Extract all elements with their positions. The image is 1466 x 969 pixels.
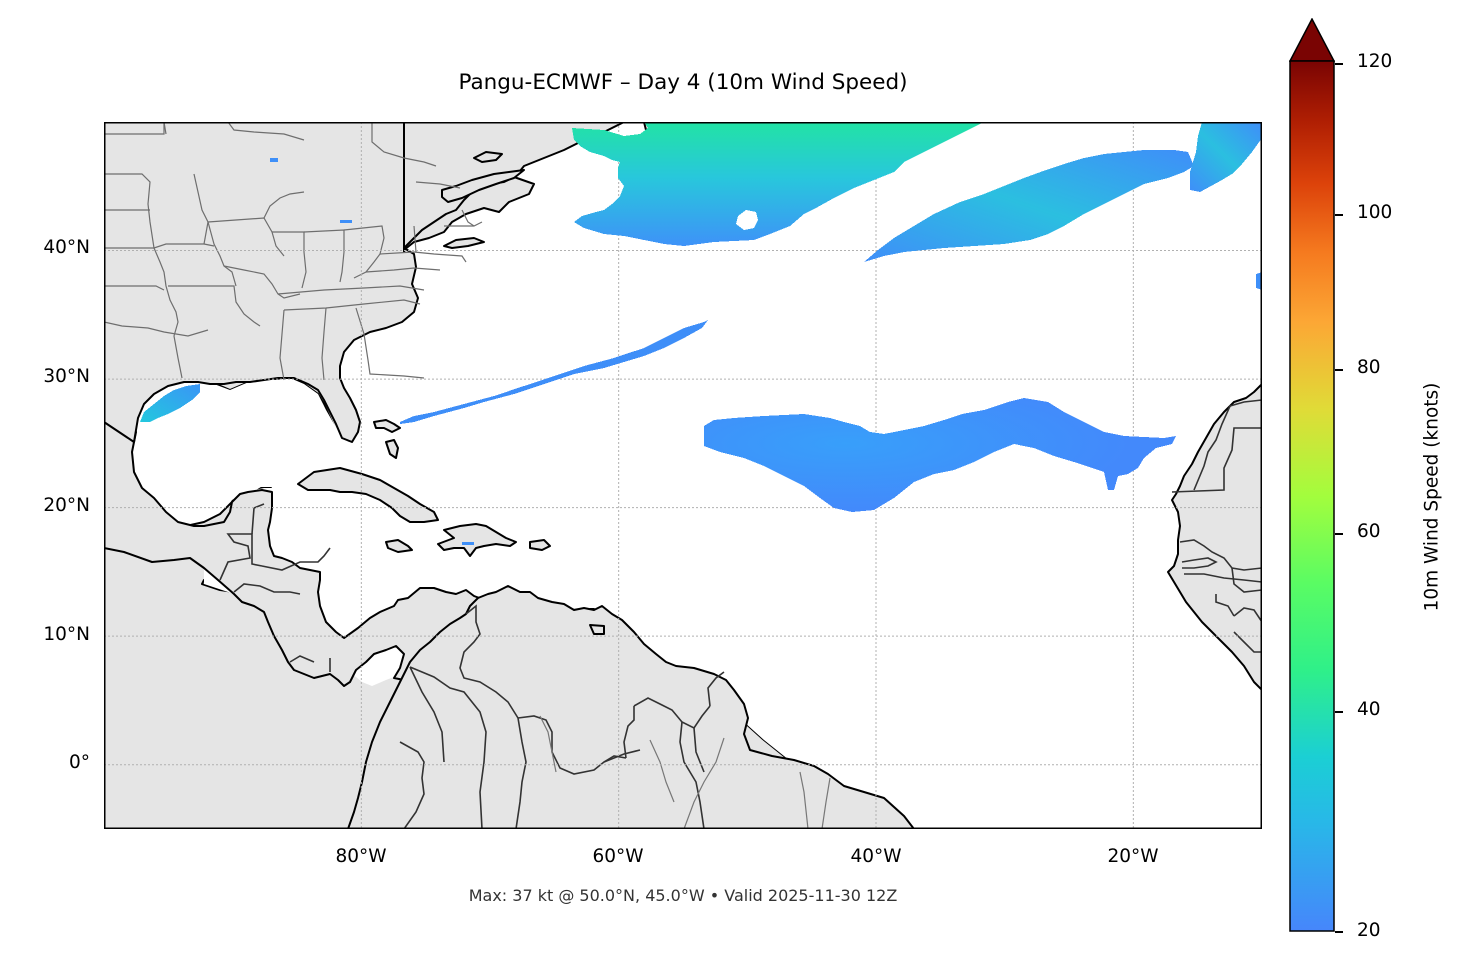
lon-tick-60w: 60°W: [592, 846, 644, 867]
colorbar-tick-80: 80: [1357, 357, 1381, 378]
mid-atlantic-band: [864, 150, 1194, 262]
colorbar-extend-max-arrow: [1288, 17, 1336, 62]
ne-atlantic-band: [1190, 122, 1262, 192]
africa: [1167, 383, 1262, 691]
lat-tick-20n: 20°N: [43, 495, 90, 516]
central-america-borders: [219, 503, 331, 672]
lon-tick-20w: 20°W: [1107, 846, 1159, 867]
caribbean-islands: [297, 419, 551, 557]
nova-scotia: [441, 169, 525, 203]
jamaica: [385, 539, 413, 553]
central-america-land: [104, 405, 491, 687]
chart-title: Pangu-ECMWF – Day 4 (10m Wind Speed): [458, 70, 908, 95]
hispaniola: [437, 523, 517, 557]
south-america: [347, 585, 915, 829]
subtropical-band: [704, 398, 1176, 512]
lat-tick-40n: 40°N: [43, 237, 90, 258]
puerto-rico: [529, 539, 551, 551]
calm-hole: [736, 210, 758, 230]
frontal-band: [400, 320, 708, 424]
bahamas-grand: [373, 419, 401, 433]
wind-speed-field: [140, 122, 1262, 545]
map-panel[interactable]: [104, 122, 1262, 829]
gulf-of-mexico-region: [140, 384, 200, 422]
cuba: [297, 467, 439, 523]
long-island: [443, 237, 485, 249]
colorbar-tick-120: 120: [1357, 51, 1393, 72]
lat-tick-30n: 30°N: [43, 366, 90, 387]
south-america-land: [347, 585, 915, 829]
south-america-borders: [399, 604, 725, 829]
colorbar-tick-60: 60: [1357, 521, 1381, 542]
colorbar-tick-40: 40: [1357, 699, 1381, 720]
colorbar-tick-20: 20: [1357, 920, 1381, 941]
jet-region-newfoundland: [572, 122, 984, 246]
africa-land: [1167, 383, 1262, 691]
colorbar-gradient: [1289, 60, 1335, 932]
bahamas-andros: [385, 439, 399, 459]
colorbar: [1288, 17, 1336, 932]
lat-tick-10n: 10°N: [43, 624, 90, 645]
caribbean-speck: [462, 542, 474, 545]
map-border: [104, 122, 1262, 829]
gridlines: [104, 122, 1262, 829]
brazil-state-borders: [539, 715, 831, 829]
lon-tick-80w: 80°W: [335, 846, 387, 867]
max-wind-caption: Max: 37 kt @ 50.0°N, 45.0°W • Valid 2025…: [468, 886, 898, 905]
lake-speck-2: [340, 220, 352, 223]
pei-island: [473, 151, 503, 163]
lat-tick-0: 0°: [68, 752, 90, 773]
colorbar-label: 10m Wind Speed (knots): [1421, 382, 1443, 612]
trinidad: [589, 624, 605, 635]
colorbar-tick-100: 100: [1357, 202, 1393, 223]
lake-speck-1: [270, 158, 278, 162]
lon-tick-40w: 40°W: [850, 846, 902, 867]
africa-borders: [1171, 399, 1262, 653]
state-borders: [104, 122, 483, 381]
